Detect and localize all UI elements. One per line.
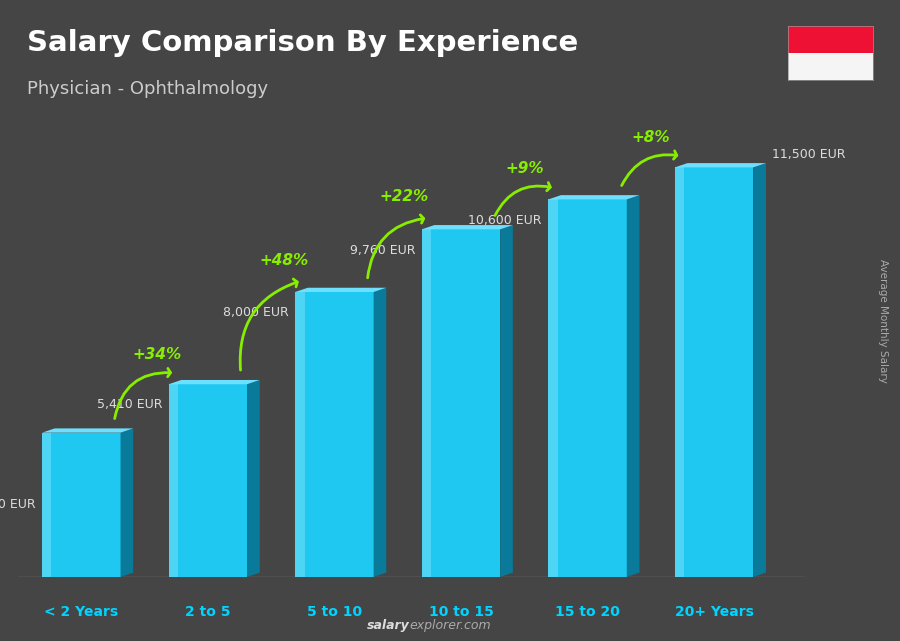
Text: +34%: +34% [132,347,182,362]
Polygon shape [168,380,260,384]
Text: +9%: +9% [505,160,544,176]
Text: +48%: +48% [259,253,309,268]
Bar [548,199,626,577]
Polygon shape [374,288,386,577]
Text: Average Monthly Salary: Average Monthly Salary [878,258,887,383]
Bar [675,167,684,577]
Text: 10 to 15: 10 to 15 [428,605,493,619]
Polygon shape [248,380,260,577]
Text: < 2 Years: < 2 Years [44,605,118,619]
Text: +22%: +22% [380,189,428,204]
Text: 15 to 20: 15 to 20 [555,605,620,619]
Bar [168,384,178,577]
Text: 10,600 EUR: 10,600 EUR [469,213,542,227]
Polygon shape [295,288,386,292]
Text: 8,000 EUR: 8,000 EUR [223,306,289,319]
Polygon shape [675,163,766,167]
Polygon shape [42,428,133,433]
Text: 4,050 EUR: 4,050 EUR [0,498,36,512]
Bar [295,292,373,577]
Polygon shape [422,225,513,229]
Bar [295,292,304,577]
Polygon shape [121,428,133,577]
Bar [42,433,51,577]
Polygon shape [548,195,639,199]
Bar [42,433,121,577]
Bar [168,384,248,577]
Text: 20+ Years: 20+ Years [675,605,753,619]
Polygon shape [626,195,639,577]
Text: 5,410 EUR: 5,410 EUR [97,399,162,412]
Bar [422,229,500,577]
Text: 2 to 5: 2 to 5 [185,605,230,619]
Text: +8%: +8% [632,129,670,145]
Text: explorer.com: explorer.com [410,619,491,633]
Bar [788,26,873,53]
Text: 9,760 EUR: 9,760 EUR [350,244,416,256]
Polygon shape [753,163,766,577]
Text: Physician - Ophthalmology: Physician - Ophthalmology [27,80,268,98]
Bar [548,199,558,577]
Text: 5 to 10: 5 to 10 [307,605,362,619]
Bar [675,167,753,577]
Polygon shape [500,225,513,577]
Bar [422,229,431,577]
Bar [788,53,873,80]
Text: Salary Comparison By Experience: Salary Comparison By Experience [27,29,578,57]
Text: 11,500 EUR: 11,500 EUR [772,148,846,162]
Text: salary: salary [367,619,410,633]
